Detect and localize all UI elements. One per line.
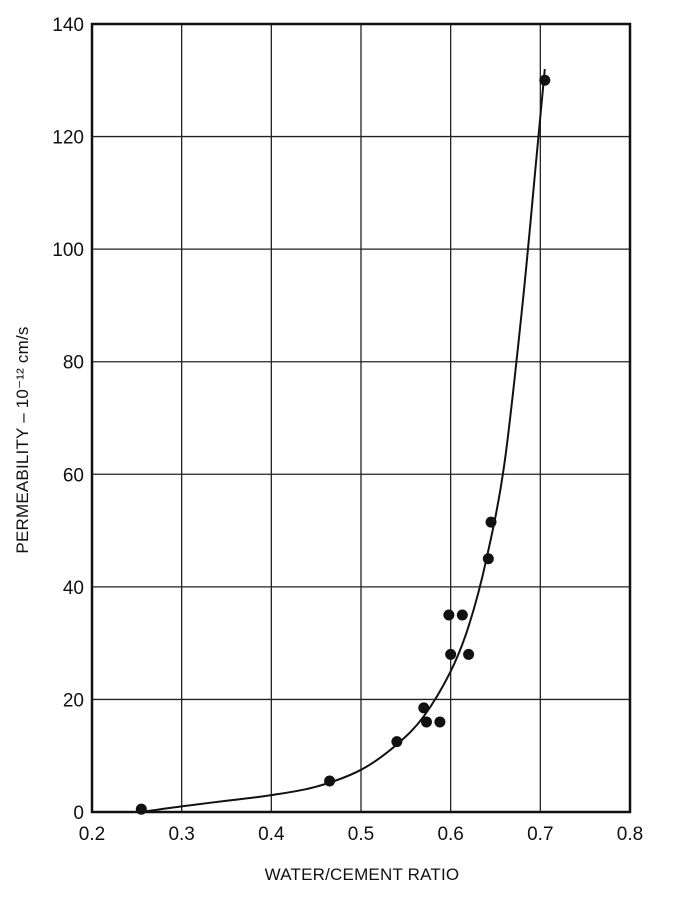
y-tick-label: 120 — [52, 128, 84, 149]
data-point — [434, 716, 446, 728]
data-point — [443, 609, 455, 621]
data-point — [420, 716, 432, 728]
y-tick-label: 0 — [73, 803, 84, 824]
x-tick-label: 0.8 — [617, 824, 643, 845]
x-axis-label: WATER/CEMENT RATIO — [265, 865, 460, 884]
y-tick-label: 100 — [52, 240, 84, 261]
x-tick-labels: 0.2 0.3 0.4 0.5 0.6 0.7 0.8 — [79, 824, 643, 845]
data-point — [463, 648, 475, 660]
data-point — [324, 775, 336, 787]
plot-frame — [90, 22, 632, 814]
y-tick-labels: 0 20 40 60 80 100 120 140 — [52, 15, 84, 824]
y-tick-label: 80 — [63, 353, 84, 374]
y-tick-label: 20 — [63, 690, 84, 711]
data-point — [482, 553, 494, 565]
y-tick-label: 40 — [63, 578, 84, 599]
data-point — [418, 702, 430, 714]
x-tick-label: 0.7 — [527, 824, 553, 845]
x-tick-label: 0.5 — [348, 824, 374, 845]
data-point — [391, 736, 403, 748]
data-point — [445, 648, 457, 660]
data-points — [135, 74, 551, 815]
data-point — [485, 516, 497, 528]
grid-lines — [92, 24, 630, 812]
data-point — [539, 74, 551, 86]
x-tick-label: 0.6 — [437, 824, 463, 845]
x-tick-label: 0.2 — [79, 824, 105, 845]
fitted-curve — [141, 68, 546, 813]
y-axis-label: PERMEABILITY – 10⁻¹² cm/s — [13, 326, 32, 553]
data-point — [135, 803, 147, 815]
data-point — [456, 609, 468, 621]
x-tick-label: 0.4 — [258, 824, 285, 845]
x-tick-label: 0.3 — [168, 824, 194, 845]
y-tick-label: 140 — [52, 15, 84, 36]
y-tick-label: 60 — [63, 465, 84, 486]
